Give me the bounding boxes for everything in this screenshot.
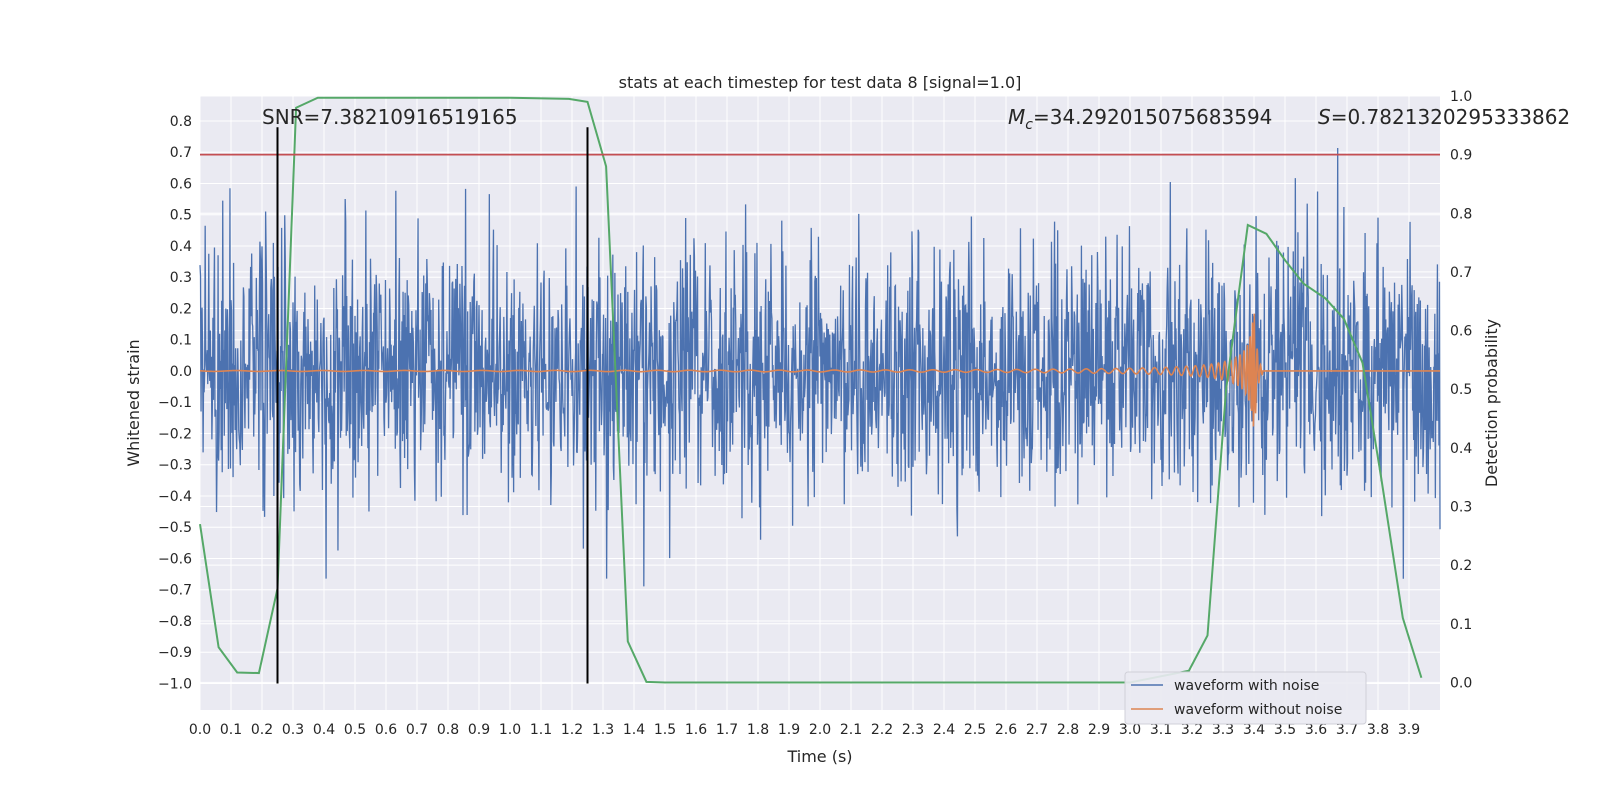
x-tick-label: 0.0 [189, 722, 211, 738]
legend-label-noisy: waveform with noise [1174, 678, 1319, 694]
s-value: =0.7821320295333862 [1331, 105, 1570, 129]
snr-annotation: SNR=7.38210916519165 [262, 105, 518, 129]
s-annotation: S=0.7821320295333862 [1318, 105, 1570, 129]
series-waveform-with-noise [199, 148, 1441, 587]
x-tick-label: 3.6 [1305, 722, 1327, 738]
chart-title: stats at each timestep for test data 8 [… [619, 73, 1022, 92]
y-tick-label: −0.1 [158, 395, 192, 411]
x-tick-label: 3.4 [1243, 722, 1265, 738]
x-tick-label: 0.3 [282, 722, 304, 738]
x-axis-label: Time (s) [786, 747, 852, 766]
y-tick-label: −0.5 [158, 520, 192, 536]
y2-tick-label: 0.0 [1450, 675, 1472, 691]
series-waveform-without-noise [199, 313, 1440, 427]
x-tick-label: 1.4 [623, 722, 645, 738]
x-tick-label: 1.8 [747, 722, 769, 738]
x-tick-label: 3.5 [1274, 722, 1296, 738]
x-tick-label: 2.7 [1026, 722, 1048, 738]
y-tick-label: 0.1 [170, 333, 192, 349]
y-tick-label: 0.8 [170, 114, 192, 130]
x-tick-label: 2.9 [1088, 722, 1110, 738]
y-tick-label: −0.8 [158, 614, 192, 630]
x-tick-label: 0.1 [220, 722, 242, 738]
y2-tick-label: 0.7 [1450, 265, 1472, 281]
x-tick-label: 0.4 [313, 722, 335, 738]
chirp-mass-value: =34.292015075683594 [1033, 105, 1272, 129]
x-tick-label: 2.6 [995, 722, 1017, 738]
x-tick-label: 2.2 [871, 722, 893, 738]
marker-layer [200, 127, 1440, 684]
x-tick-label: 1.0 [499, 722, 521, 738]
y-tick-label: 0.0 [170, 364, 192, 380]
chirp-mass-annotation: Mc=34.292015075683594 [1008, 105, 1272, 133]
x-tick-label: 1.5 [654, 722, 676, 738]
y2-tick-label: 0.8 [1450, 206, 1472, 222]
x-tick-label: 3.0 [1119, 722, 1141, 738]
x-tick-label: 3.2 [1181, 722, 1203, 738]
x-tick-label: 0.2 [251, 722, 273, 738]
x-tick-label: 1.2 [561, 722, 583, 738]
x-tick-label: 2.8 [1057, 722, 1079, 738]
y2-tick-label: 0.1 [1450, 617, 1472, 633]
x-tick-label: 1.9 [778, 722, 800, 738]
y-tick-label: −0.6 [158, 551, 192, 567]
x-tick-label: 0.7 [406, 722, 428, 738]
x-tick-label: 2.1 [840, 722, 862, 738]
y2-tick-label: 0.4 [1450, 441, 1472, 457]
y2-tick-label: 0.3 [1450, 500, 1472, 516]
y2-tick-label: 0.5 [1450, 382, 1472, 398]
y-tick-label: 0.6 [170, 176, 192, 192]
y-tick-label: −0.9 [158, 645, 192, 661]
y2-tick-label: 0.2 [1450, 558, 1472, 574]
x-tick-label: 3.1 [1150, 722, 1172, 738]
x-tick-label: 1.6 [685, 722, 707, 738]
y2-tick-label: 0.9 [1450, 148, 1472, 164]
chirp-mass-subscript: c [1025, 117, 1033, 133]
y-tick-label: 0.2 [170, 301, 192, 317]
legend-label-clean: waveform without noise [1174, 702, 1342, 718]
legend-box [1124, 671, 1367, 725]
y-tick-label: −0.4 [158, 489, 192, 505]
x-tick-label: 2.4 [933, 722, 955, 738]
legend: waveform with noise waveform without noi… [1124, 671, 1367, 725]
x-tick-label: 3.3 [1212, 722, 1234, 738]
x-tick-label: 2.3 [902, 722, 924, 738]
y-tick-label: −1.0 [158, 676, 192, 692]
y-tick-label: 0.4 [170, 239, 192, 255]
x-tick-label: 2.5 [964, 722, 986, 738]
x-tick-label: 1.3 [592, 722, 614, 738]
x-tick-label: 0.9 [468, 722, 490, 738]
y-tick-label: −0.2 [158, 426, 192, 442]
x-tick-label: 3.7 [1336, 722, 1358, 738]
y-axis-label: Whitened strain [124, 339, 143, 466]
chirp-mass-symbol: M [1008, 105, 1025, 129]
x-tick-label: 0.8 [437, 722, 459, 738]
x-tick-label: 3.8 [1367, 722, 1389, 738]
y-tick-label: −0.7 [158, 583, 192, 599]
series-detection-probability [199, 96, 1423, 684]
x-tick-label: 1.1 [530, 722, 552, 738]
x-tick-label: 0.5 [344, 722, 366, 738]
x-tick-label: 0.6 [375, 722, 397, 738]
y2-tick-label: 1.0 [1450, 89, 1472, 105]
x-tick-label: 2.0 [809, 722, 831, 738]
x-tick-label: 3.9 [1398, 722, 1420, 738]
y2-tick-label: 0.6 [1450, 324, 1472, 340]
tick-layer: 0.0 0.1 0.2 0.3 0.4 0.5 0.6 0.7 0.8 0.9 1.0 1.1 1.2 1… [158, 89, 1472, 738]
x-tick-label: 1.7 [716, 722, 738, 738]
y-tick-label: 0.3 [170, 270, 192, 286]
y2-axis-label: Detection probability [1482, 319, 1501, 487]
s-symbol: S [1318, 105, 1331, 129]
series-layer [199, 96, 1441, 684]
y-tick-label: 0.5 [170, 208, 192, 224]
y-tick-label: −0.3 [158, 458, 192, 474]
y-tick-label: 0.7 [170, 145, 192, 161]
